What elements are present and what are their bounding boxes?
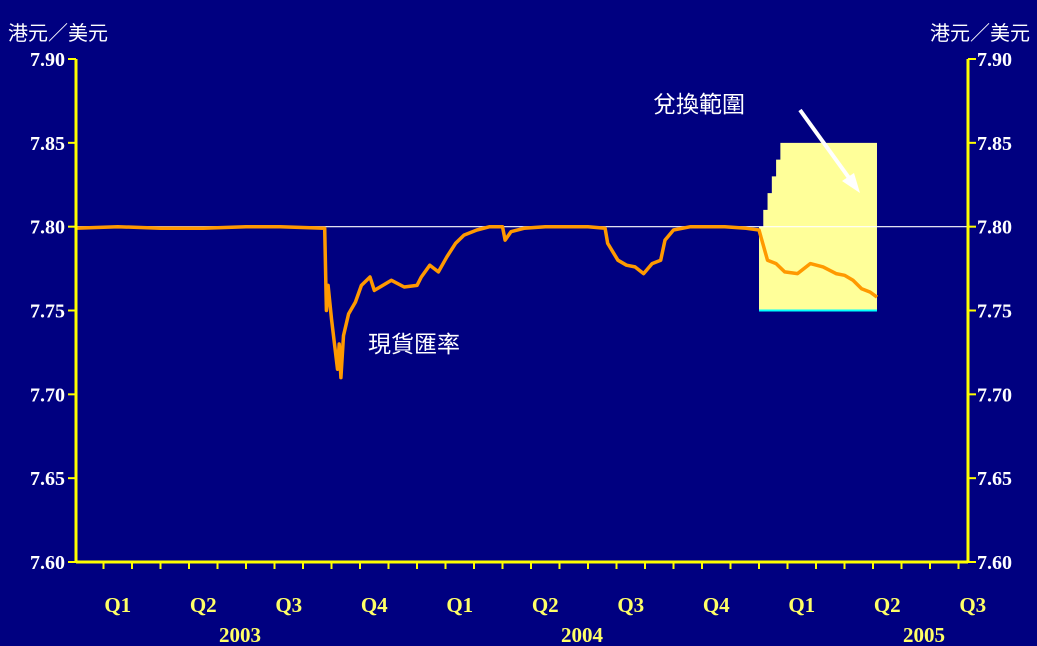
y-tick-label-left: 7.70 [30, 384, 65, 406]
x-tick-label: Q2 [190, 593, 217, 617]
y-tick-label-left: 7.80 [30, 217, 65, 239]
x-tick-label: Q3 [959, 593, 986, 617]
x-tick-label: Q2 [874, 593, 901, 617]
x-tick-label: Q4 [703, 593, 730, 617]
y-tick-label-right: 7.75 [977, 301, 1012, 323]
x-tick-label: Q1 [104, 593, 131, 617]
y-tick-label-left: 7.75 [30, 301, 65, 323]
y-tick-label-left: 7.65 [30, 468, 65, 490]
x-tick-label: Q1 [788, 593, 815, 617]
x-year-label: 2004 [561, 623, 604, 646]
y-tick-label-right: 7.70 [977, 384, 1012, 406]
unit-label-left: 港元／美元 [8, 21, 108, 45]
x-year-label: 2005 [903, 623, 945, 646]
y-tick-label-right: 7.90 [977, 49, 1012, 71]
y-tick-label-right: 7.80 [977, 217, 1012, 239]
annotation-spot-rate: 現貨匯率 [368, 332, 460, 358]
x-tick-label: Q2 [532, 593, 559, 617]
y-tick-label-left: 7.85 [30, 133, 65, 155]
x-tick-label: Q4 [361, 593, 388, 617]
unit-label-right: 港元／美元 [930, 21, 1030, 45]
y-tick-label-left: 7.90 [30, 49, 65, 71]
x-year-label: 2003 [219, 623, 261, 646]
y-tick-label-right: 7.60 [977, 552, 1012, 574]
series-line-spot-rate [74, 224, 879, 380]
y-tick-label-right: 7.85 [977, 133, 1012, 155]
y-tick-label-left: 7.60 [30, 552, 65, 574]
x-tick-label: Q1 [446, 593, 473, 617]
annotation-convertibility-zone: 兌換範圍 [653, 92, 745, 118]
annotation-arrow [798, 108, 860, 193]
x-tick-label: Q3 [275, 593, 302, 617]
x-tick-label: Q3 [617, 593, 644, 617]
y-tick-label-right: 7.65 [977, 468, 1012, 490]
